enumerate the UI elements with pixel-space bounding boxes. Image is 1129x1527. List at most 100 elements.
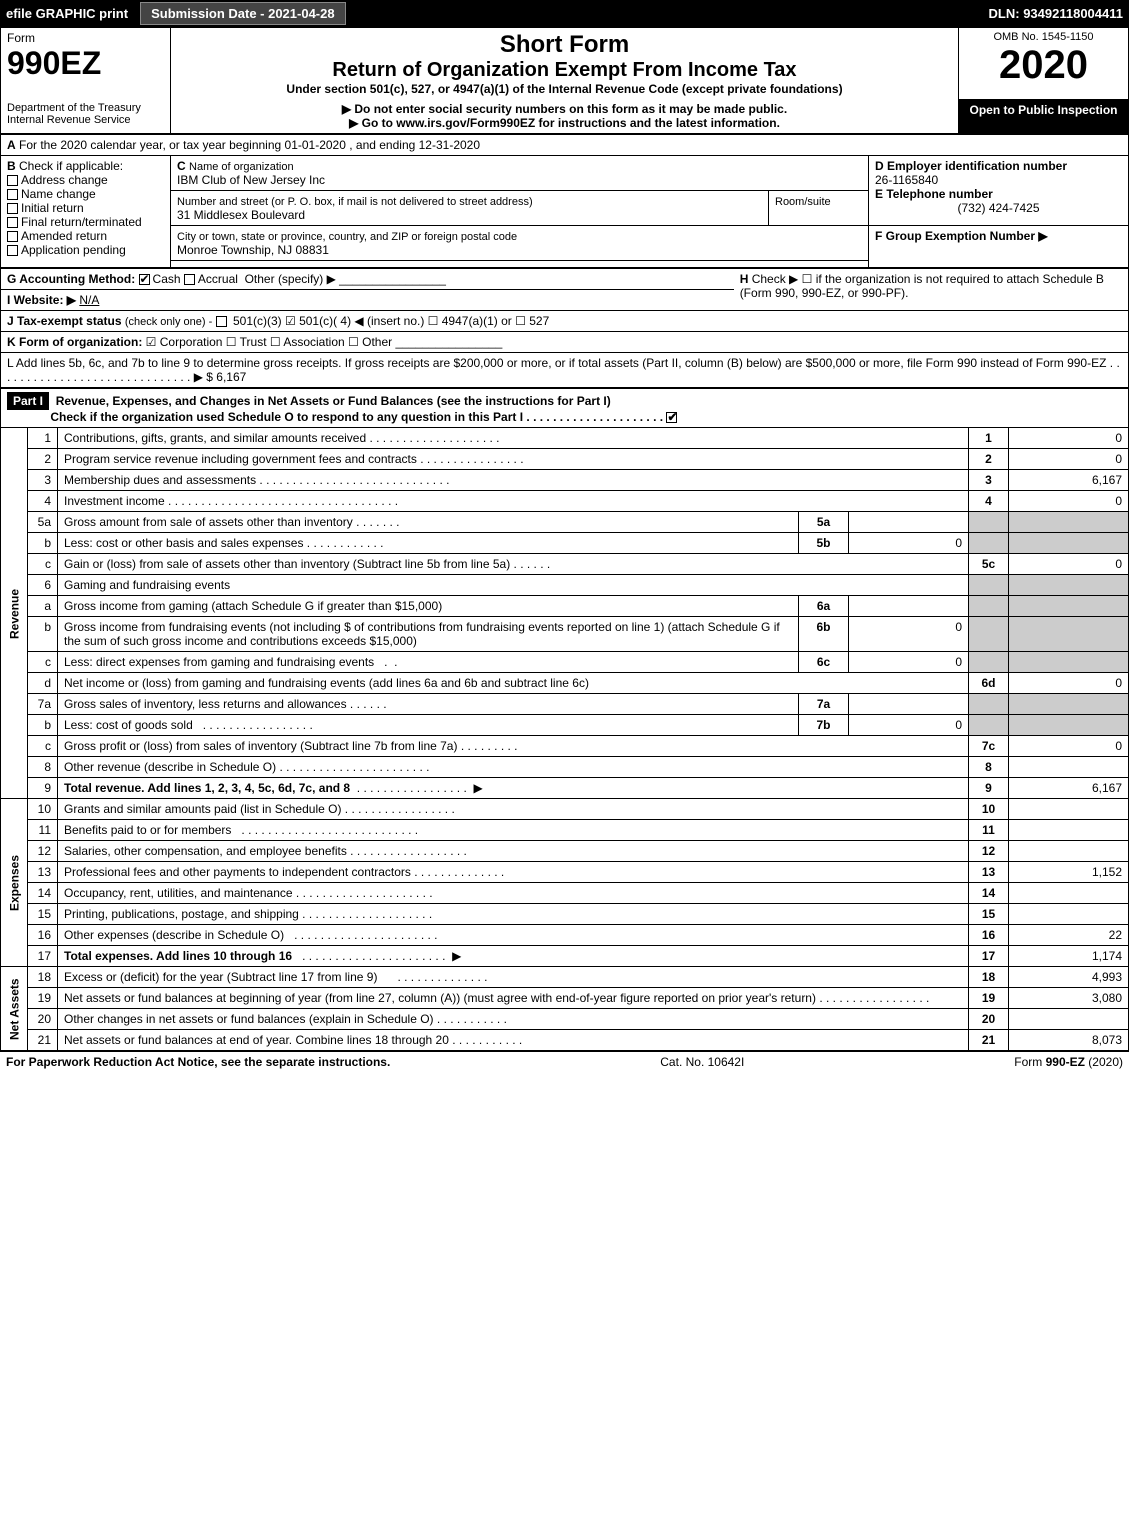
- title-cell: Short Form Return of Organization Exempt…: [171, 28, 959, 100]
- line-7b-num: b: [28, 715, 58, 736]
- page-footer: For Paperwork Reduction Act Notice, see …: [0, 1051, 1129, 1072]
- line-12-col: 12: [969, 841, 1009, 862]
- ghijkl-table: G Accounting Method: Cash Accrual Other …: [0, 268, 1129, 388]
- line-7c-amt: 0: [1009, 736, 1129, 757]
- line-7b-amt-shaded: [1009, 715, 1129, 736]
- submission-date-button[interactable]: Submission Date - 2021-04-28: [140, 2, 346, 25]
- line-7c-text: Gross profit or (loss) from sales of inv…: [58, 736, 969, 757]
- line-7b-sub: 7b: [799, 715, 849, 736]
- line-10-num: 10: [28, 799, 58, 820]
- dept-label: Department of the Treasury: [7, 102, 164, 114]
- form-ref: Form 990-EZ (2020): [1014, 1055, 1123, 1069]
- checkbox-accrual[interactable]: [184, 274, 195, 285]
- goto-link[interactable]: ▶ Go to www.irs.gov/Form990EZ for instru…: [177, 116, 952, 130]
- line-8-num: 8: [28, 757, 58, 778]
- checkbox-address-change[interactable]: [7, 175, 18, 186]
- line-11-amt: [1009, 820, 1129, 841]
- revenue-vertical-label: Revenue: [1, 428, 28, 799]
- line-7a-amt-shaded: [1009, 694, 1129, 715]
- ein-label: D Employer identification number: [875, 159, 1067, 173]
- line-5c-num: c: [28, 554, 58, 575]
- checkbox-initial-return[interactable]: [7, 203, 18, 214]
- omb-year-cell: OMB No. 1545-1150 2020: [959, 28, 1129, 100]
- line-9-amt: 6,167: [1009, 778, 1129, 799]
- part1-table: Part I Revenue, Expenses, and Changes in…: [0, 388, 1129, 1051]
- line-6d-col: 6d: [969, 673, 1009, 694]
- line-5b-text: Less: cost or other basis and sales expe…: [58, 533, 799, 554]
- checkbox-schedule-o[interactable]: [666, 412, 677, 423]
- checkbox-amended[interactable]: [7, 231, 18, 242]
- checkbox-cash[interactable]: [139, 274, 150, 285]
- checkbox-final-return[interactable]: [7, 217, 18, 228]
- line-20-text: Other changes in net assets or fund bala…: [58, 1009, 969, 1030]
- line-1-text: Contributions, gifts, grants, and simila…: [58, 428, 969, 449]
- line-15-text: Printing, publications, postage, and shi…: [58, 904, 969, 925]
- line-18-amt: 4,993: [1009, 967, 1129, 988]
- line-19-amt: 3,080: [1009, 988, 1129, 1009]
- line-11-col: 11: [969, 820, 1009, 841]
- line-21-col: 21: [969, 1030, 1009, 1051]
- line-9-num: 9: [28, 778, 58, 799]
- city-value: Monroe Township, NJ 08831: [177, 243, 329, 257]
- line-7a-sub: 7a: [799, 694, 849, 715]
- line-6-num: 6: [28, 575, 58, 596]
- line-6d-amt: 0: [1009, 673, 1129, 694]
- line-21-amt: 8,073: [1009, 1030, 1129, 1051]
- line-8-amt: [1009, 757, 1129, 778]
- line-21-num: 21: [28, 1030, 58, 1051]
- line-6b-amt-shaded: [1009, 617, 1129, 652]
- line-21-text: Net assets or fund balances at end of ye…: [58, 1030, 969, 1051]
- street-value: 31 Middlesex Boulevard: [177, 208, 305, 222]
- checkbox-application-pending[interactable]: [7, 245, 18, 256]
- tax-year: 2020: [965, 43, 1122, 88]
- line-6a-amt-shaded: [1009, 596, 1129, 617]
- line-5a-subamt: [849, 512, 969, 533]
- line-13-num: 13: [28, 862, 58, 883]
- line-12-num: 12: [28, 841, 58, 862]
- line-4-col: 4: [969, 491, 1009, 512]
- line-6-text: Gaming and fundraising events: [58, 575, 969, 596]
- box-l: L Add lines 5b, 6c, and 7b to line 9 to …: [1, 353, 1129, 388]
- line-15-num: 15: [28, 904, 58, 925]
- line-16-amt: 22: [1009, 925, 1129, 946]
- line-4-num: 4: [28, 491, 58, 512]
- line-7a-text: Gross sales of inventory, less returns a…: [58, 694, 799, 715]
- box-c-city: City or town, state or province, country…: [171, 226, 869, 261]
- line-7b-col-shaded: [969, 715, 1009, 736]
- line-20-amt: [1009, 1009, 1129, 1030]
- line-7b-subamt: 0: [849, 715, 969, 736]
- line-20-num: 20: [28, 1009, 58, 1030]
- short-form-title: Short Form: [177, 31, 952, 59]
- line-6c-num: c: [28, 652, 58, 673]
- line-6-amt-shaded: [1009, 575, 1129, 596]
- spacer: [171, 261, 869, 268]
- checkbox-501c3[interactable]: [216, 316, 227, 327]
- line-17-amt: 1,174: [1009, 946, 1129, 967]
- box-d-e: D Employer identification number 26-1165…: [869, 156, 1129, 226]
- line-5a-sub: 5a: [799, 512, 849, 533]
- line-5c-col: 5c: [969, 554, 1009, 575]
- line-5c-text: Gain or (loss) from sale of assets other…: [58, 554, 969, 575]
- under-section: Under section 501(c), 527, or 4947(a)(1)…: [177, 82, 952, 96]
- line-10-text: Grants and similar amounts paid (list in…: [58, 799, 969, 820]
- form-id-cell: Form 990EZ Department of the Treasury In…: [1, 28, 171, 134]
- checkbox-name-change[interactable]: [7, 189, 18, 200]
- line-18-col: 18: [969, 967, 1009, 988]
- line-3-text: Membership dues and assessments . . . . …: [58, 470, 969, 491]
- line-13-col: 13: [969, 862, 1009, 883]
- return-title: Return of Organization Exempt From Incom…: [177, 59, 952, 82]
- box-c-street: Number and street (or P. O. box, if mail…: [171, 191, 769, 226]
- line-7a-col-shaded: [969, 694, 1009, 715]
- line-6a-num: a: [28, 596, 58, 617]
- netassets-vertical-label: Net Assets: [1, 967, 28, 1051]
- form-number: 990EZ: [7, 45, 164, 82]
- header-table: Form 990EZ Department of the Treasury In…: [0, 27, 1129, 134]
- line-5b-amt-shaded: [1009, 533, 1129, 554]
- line-3-col: 3: [969, 470, 1009, 491]
- line-11-text: Benefits paid to or for members . . . . …: [58, 820, 969, 841]
- box-b: B Check if applicable: Address change Na…: [1, 156, 171, 268]
- line-6b-text: Gross income from fundraising events (no…: [58, 617, 799, 652]
- website-value: N/A: [79, 293, 99, 307]
- line-6b-subamt: 0: [849, 617, 969, 652]
- cat-number: Cat. No. 10642I: [660, 1055, 744, 1069]
